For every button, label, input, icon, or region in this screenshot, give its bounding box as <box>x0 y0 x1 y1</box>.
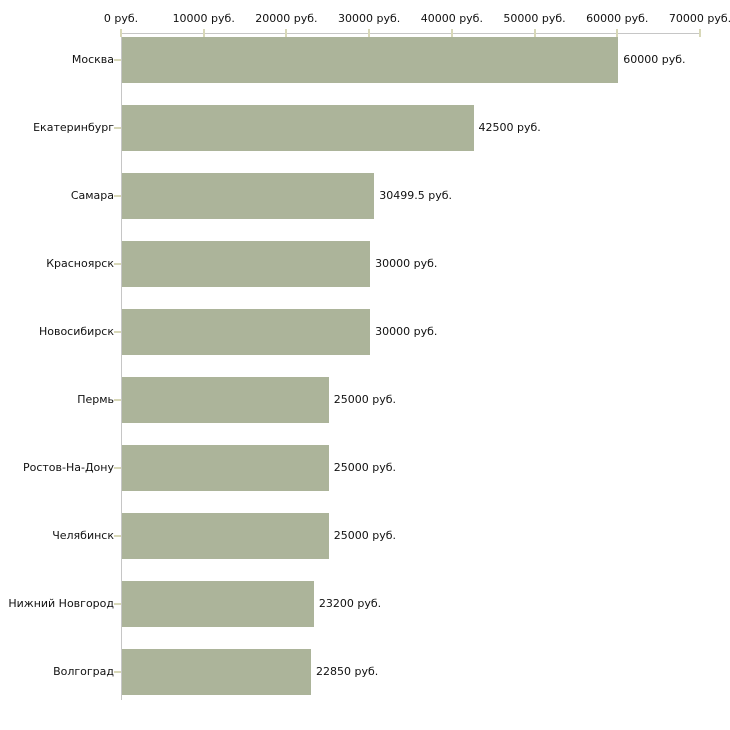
x-axis-tick <box>202 29 205 37</box>
x-axis-tick <box>699 29 701 37</box>
x-axis-tick-label: 20000 руб. <box>255 12 318 25</box>
x-axis-tick <box>285 29 288 37</box>
y-axis-tick <box>114 127 121 129</box>
category-label: Волгоград <box>53 665 114 678</box>
y-axis-tick <box>114 603 121 605</box>
bar <box>122 37 619 83</box>
x-axis-tick <box>120 29 122 37</box>
x-axis-tick-label: 50000 руб. <box>503 12 566 25</box>
category-label: Нижний Новгород <box>8 597 114 610</box>
bar <box>122 173 375 219</box>
category-label: Красноярск <box>46 257 114 270</box>
x-axis-tick <box>368 29 371 37</box>
category-label: Пермь <box>77 393 114 406</box>
category-label: Новосибирск <box>38 325 114 338</box>
y-axis-tick <box>114 535 121 537</box>
y-axis-tick <box>114 263 121 265</box>
y-axis-tick <box>114 59 121 61</box>
y-axis-line <box>121 33 122 700</box>
x-axis-tick <box>616 29 619 37</box>
x-axis-tick-label: 40000 руб. <box>420 12 483 25</box>
bar <box>122 309 371 355</box>
y-axis-tick <box>114 331 121 333</box>
value-label: 30499.5 руб. <box>379 189 453 202</box>
value-label: 30000 руб. <box>375 257 438 270</box>
x-axis-tick-label: 0 руб. <box>103 12 139 25</box>
category-label: Самара <box>70 189 114 202</box>
category-label: Москва <box>71 53 114 66</box>
value-label: 25000 руб. <box>333 461 397 474</box>
y-axis-tick <box>114 671 121 673</box>
bar <box>122 377 329 423</box>
value-label: 25000 руб. <box>333 393 397 406</box>
value-label: 42500 руб. <box>478 121 541 134</box>
x-axis-tick-label: 10000 руб. <box>172 12 235 25</box>
value-label: 25000 руб. <box>333 529 397 542</box>
category-label: Екатеринбург <box>33 121 114 134</box>
bar <box>122 105 474 151</box>
category-label: Ростов-На-Дону <box>22 461 114 474</box>
x-axis-tick-label: 70000 руб. <box>668 12 730 25</box>
bar <box>122 241 371 287</box>
value-label: 60000 руб. <box>623 53 686 66</box>
x-axis-tick-label: 30000 руб. <box>338 12 401 25</box>
y-axis-tick <box>114 399 121 401</box>
x-axis-tick-label: 60000 руб. <box>586 12 649 25</box>
y-axis-tick <box>114 467 121 469</box>
bar <box>122 581 314 627</box>
bar <box>122 649 311 695</box>
bar <box>122 445 329 491</box>
x-axis-tick <box>450 29 453 37</box>
x-axis-line <box>121 33 700 34</box>
x-axis-tick <box>533 29 536 37</box>
category-label: Челябинск <box>52 529 114 542</box>
y-axis-tick <box>114 195 121 197</box>
value-label: 30000 руб. <box>375 325 438 338</box>
value-label: 22850 руб. <box>316 665 379 678</box>
value-label: 23200 руб. <box>318 597 382 610</box>
bar <box>122 513 329 559</box>
